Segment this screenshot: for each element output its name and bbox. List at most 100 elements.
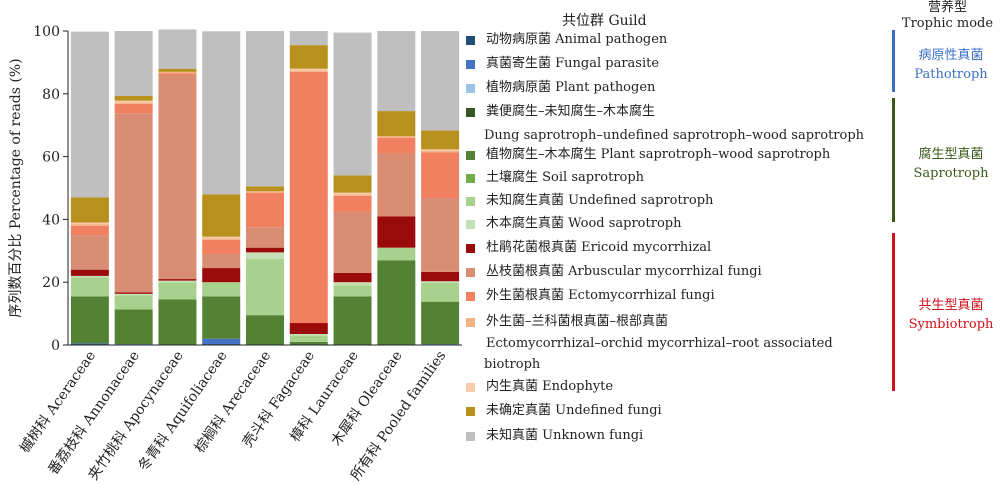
y-tick-label: 40 xyxy=(42,212,60,228)
trophic-mode-title: 营养型 Trophic mode xyxy=(895,0,1000,32)
bar-segment xyxy=(202,238,241,240)
bar-segment xyxy=(202,296,241,339)
legend-swatch xyxy=(466,318,475,327)
legend-title: 共位群 Guild xyxy=(562,13,647,29)
bar-segment xyxy=(377,216,416,248)
legend-swatch xyxy=(466,108,475,117)
bar-segment xyxy=(333,192,372,195)
bar-segment xyxy=(333,282,372,286)
legend-swatch xyxy=(466,268,475,277)
bar-segment xyxy=(158,71,197,74)
legend-swatch xyxy=(466,407,475,416)
legend-label: 木本腐生真菌 Wood saprotroph xyxy=(486,216,682,231)
legend-label-line3: biotroph xyxy=(484,357,541,372)
bar-segment xyxy=(158,73,197,75)
saprotroph-label: 腐生型真菌 Saprotroph xyxy=(902,145,1000,183)
bar-segment xyxy=(333,211,372,273)
bar-segment xyxy=(114,31,153,96)
pathotroph-label-en: Pathotroph xyxy=(914,67,988,82)
legend-label: 外生菌–兰科菌根真菌–根部真菌 xyxy=(486,314,669,329)
bar-segment xyxy=(114,309,153,345)
legend-label: 杜鹃花菌根真菌 Ericoid mycorrhizal xyxy=(486,240,712,255)
legend-swatch xyxy=(466,174,475,183)
bar-segment xyxy=(70,269,109,276)
bar-segment xyxy=(246,31,284,187)
bar-segment xyxy=(377,137,416,154)
bar-segment xyxy=(421,152,460,199)
bar-segment xyxy=(333,175,372,193)
bar-segment xyxy=(70,296,109,344)
bar-segment xyxy=(202,253,241,269)
legend-swatch xyxy=(466,220,475,229)
bar-segment xyxy=(202,268,241,283)
bar-segment xyxy=(421,149,460,151)
bar-segment xyxy=(158,74,197,280)
bar-segment xyxy=(70,277,109,297)
bar-segment xyxy=(289,335,328,342)
bar-segment xyxy=(246,192,284,228)
bar-segment xyxy=(246,315,284,345)
legend-swatch xyxy=(466,151,475,160)
legend-swatch xyxy=(466,197,475,206)
legend-label: 丛枝菌根真菌 Arbuscular mycorrhizal fungi xyxy=(486,264,762,279)
bar-segment xyxy=(202,282,241,297)
legend-swatch xyxy=(466,36,475,45)
bar-segment xyxy=(333,32,372,176)
bar-segment xyxy=(333,272,372,283)
bar-segment xyxy=(114,293,153,296)
bar-segment xyxy=(114,292,153,294)
bar-segment xyxy=(289,323,328,335)
legend-label: 未知真菌 Unknown fungi xyxy=(486,428,644,443)
bar-segment xyxy=(377,31,416,112)
bar-segment xyxy=(246,186,284,192)
x-tick-label: 棕榈科 Arecaceae xyxy=(192,348,274,456)
bar-segment xyxy=(421,281,460,283)
bar-segment xyxy=(70,225,109,236)
legend-swatch xyxy=(466,60,475,69)
bar-segment xyxy=(158,68,197,72)
symbiotroph-label-en: Symbiotroph xyxy=(908,317,994,332)
bar-segment xyxy=(333,296,372,345)
bar-segment xyxy=(246,247,284,253)
bar-segment xyxy=(158,280,197,283)
bar-segment xyxy=(246,252,284,259)
bar-segment xyxy=(70,224,109,226)
bar-segment xyxy=(158,29,197,69)
bar-segment xyxy=(377,260,416,345)
bar-segment xyxy=(377,247,416,261)
bar-segment xyxy=(289,341,328,345)
bar-segment xyxy=(70,222,109,225)
bar-segment xyxy=(246,227,284,248)
y-tick-label: 20 xyxy=(42,275,60,291)
pathotroph-label-zh: 病原性真菌 xyxy=(918,48,984,63)
legend-label: 未知腐生真菌 Undefined saprotroph xyxy=(486,193,714,208)
bar-segment xyxy=(421,150,460,153)
bar-segment xyxy=(421,130,460,150)
bar-segment xyxy=(333,285,372,297)
bar-segment xyxy=(202,338,241,345)
bar-segment xyxy=(70,235,109,270)
bar-segment xyxy=(246,258,284,316)
symbiotroph-bracket xyxy=(892,233,895,391)
legend-label: 土壤腐生 Soil saprotroph xyxy=(486,170,645,185)
bar-segment xyxy=(70,31,109,198)
bar-segment xyxy=(289,45,328,69)
bar-segment xyxy=(158,299,197,345)
bar-segment xyxy=(114,100,153,103)
legend-label: 粪便腐生–未知腐生–木本腐生 xyxy=(486,104,656,119)
legend-label-line2: Ectomycorrhizal–orchid mycorrhizal–root … xyxy=(486,336,833,351)
legend-label: 内生真菌 Endophyte xyxy=(486,379,614,394)
bar-segment xyxy=(114,102,153,104)
y-tick-label: 60 xyxy=(42,150,60,166)
bar-segment xyxy=(114,295,153,310)
bar-segment xyxy=(70,197,109,223)
symbiotroph-label: 共生型真菌 Symbiotroph xyxy=(902,296,1000,334)
bar-segment xyxy=(421,31,460,131)
bar-segment xyxy=(421,271,460,282)
y-tick-label: 80 xyxy=(42,87,60,103)
bar-segment xyxy=(377,153,416,217)
bar-segment xyxy=(114,103,153,114)
bar-segment xyxy=(70,275,109,278)
bar-segment xyxy=(421,301,460,345)
bar-segment xyxy=(114,95,153,101)
